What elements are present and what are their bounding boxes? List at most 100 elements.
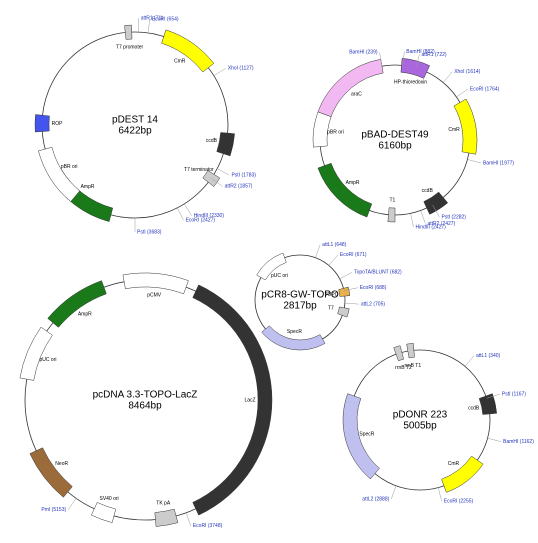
feature-label: rrnB T1 bbox=[405, 363, 422, 369]
site-leader bbox=[315, 244, 321, 258]
feature-label: NeoR bbox=[55, 461, 68, 467]
site-leader bbox=[456, 88, 469, 98]
feature-label: pUC ori bbox=[271, 273, 288, 279]
plasmid-size: 8464bp bbox=[128, 401, 162, 412]
feature-label: ccdB bbox=[468, 405, 480, 411]
feature-label: AmpR bbox=[346, 180, 360, 186]
feature-label: pCMV bbox=[147, 293, 162, 299]
site-leader bbox=[464, 355, 475, 367]
plasmid-size: 6422bp bbox=[118, 126, 152, 137]
feature-arc bbox=[423, 191, 449, 215]
site-leader bbox=[216, 168, 230, 176]
feature-arc bbox=[400, 58, 430, 79]
feature-label: pBR ori bbox=[61, 164, 78, 170]
feature-label: T7 bbox=[328, 306, 334, 312]
site-leader bbox=[185, 512, 192, 527]
site-label: attR1 (71) bbox=[141, 15, 164, 21]
feature-label: AmpR bbox=[78, 311, 92, 317]
site-label: HindIII (2330) bbox=[194, 213, 225, 219]
feature-arc bbox=[406, 343, 415, 359]
site-label: PstI (3683) bbox=[137, 229, 162, 235]
feature-label: pUC ori bbox=[40, 357, 57, 363]
site-label: attL2 (705) bbox=[361, 301, 386, 307]
feature-arc bbox=[19, 326, 53, 381]
site-label: attR1 (722) bbox=[422, 52, 447, 58]
feature-arc bbox=[161, 29, 215, 73]
site-label: BamHI (882) bbox=[406, 49, 435, 55]
site-leader bbox=[467, 159, 482, 164]
site-label: EcoRI (2255) bbox=[444, 498, 474, 504]
site-label: XhoI (1614) bbox=[454, 69, 480, 75]
feature-arc bbox=[317, 162, 373, 218]
feature-arc bbox=[154, 508, 179, 527]
site-leader bbox=[415, 54, 420, 68]
feature-arc bbox=[441, 455, 484, 493]
site-leader bbox=[486, 393, 500, 399]
feature-arc bbox=[387, 207, 396, 223]
feature-label: HP-thioredoxin bbox=[394, 79, 427, 85]
site-label: PstI (1167) bbox=[502, 391, 526, 397]
feature-label: LacZ bbox=[244, 397, 255, 403]
site-leader bbox=[443, 71, 453, 83]
site-label: BamHI (239) bbox=[349, 50, 378, 56]
feature-arc bbox=[256, 252, 287, 281]
site-label: PmI (5153) bbox=[41, 507, 66, 513]
site-leader bbox=[67, 498, 77, 510]
plasmid-map: SpecR pUC ori TOPO T7 attL1 (648) EcoRI (671)… bbox=[254, 242, 402, 351]
feature-arc bbox=[393, 345, 405, 362]
site-leader bbox=[344, 302, 359, 305]
site-leader bbox=[420, 210, 426, 224]
plasmid-name: pcDNA 3.3-TOPO-LacZ bbox=[93, 390, 198, 401]
site-label: EcoRI (3748) bbox=[193, 523, 223, 529]
plasmid-map: CmR ccdB AmpR ROP pBR ori T7 terminator T7 pro… bbox=[34, 15, 256, 235]
feature-arc bbox=[122, 272, 189, 295]
feature-label: T7 promoter bbox=[116, 45, 144, 51]
plasmid-map: pCMV LacZ TK pA NeoR SV40 ori AmpR pUC ori EcoR… bbox=[19, 272, 273, 529]
site-leader bbox=[432, 204, 440, 218]
feature-label: T7 terminator bbox=[184, 167, 214, 173]
feature-arc bbox=[261, 325, 326, 351]
feature-label: CmR bbox=[174, 58, 186, 64]
plasmid-size: 5005bp bbox=[403, 421, 437, 432]
site-label: EcoRI (671) bbox=[340, 252, 367, 258]
feature-arc bbox=[90, 502, 117, 523]
plasmid-name: pDONR 223 bbox=[393, 410, 448, 421]
site-leader bbox=[328, 254, 339, 266]
site-leader bbox=[147, 19, 151, 33]
feature-arc bbox=[478, 393, 497, 415]
feature-arc bbox=[192, 284, 273, 516]
plasmid-size: 2817bp bbox=[283, 301, 317, 312]
site-leader bbox=[211, 178, 223, 187]
site-leader bbox=[410, 213, 414, 228]
plasmid-size: 6160bp bbox=[378, 141, 412, 152]
feature-label: CmR bbox=[448, 127, 460, 133]
plasmid-map: araC HP-thioredoxin CmR ccdB AmpR pBR ori T1 Ba… bbox=[312, 49, 514, 230]
feature-arc bbox=[317, 58, 384, 118]
site-label: HindIII (2427) bbox=[416, 224, 447, 230]
site-label: XhoI (1127) bbox=[228, 66, 254, 72]
site-label: attL2 (2888) bbox=[362, 496, 389, 502]
feature-arc bbox=[453, 98, 478, 155]
feature-arc bbox=[216, 132, 235, 157]
feature-arc bbox=[312, 111, 332, 148]
plasmid-name: pBAD-DEST49 bbox=[361, 130, 429, 141]
site-leader bbox=[343, 287, 358, 291]
site-leader bbox=[487, 437, 502, 442]
feature-arc bbox=[47, 280, 107, 328]
site-label: attL1 (648) bbox=[322, 242, 347, 248]
feature-arc bbox=[338, 286, 351, 297]
feature-label: TOPO bbox=[324, 292, 338, 298]
site-label: attR2 (1857) bbox=[225, 184, 253, 190]
site-leader bbox=[339, 272, 353, 280]
feature-label: ccdB bbox=[206, 138, 218, 144]
site-label: attL1 (340) bbox=[476, 353, 501, 359]
plasmid-name: pCR8-GW-TOPO bbox=[261, 290, 339, 301]
site-leader bbox=[437, 487, 442, 502]
site-label: TopoTA/BLUNT (682) bbox=[354, 270, 402, 276]
site-leader bbox=[391, 485, 397, 500]
plasmid-name: pDEST 14 bbox=[112, 115, 158, 126]
site-label: BamHI (1162) bbox=[503, 439, 534, 445]
site-label: EcoRI (2427) bbox=[186, 218, 216, 224]
